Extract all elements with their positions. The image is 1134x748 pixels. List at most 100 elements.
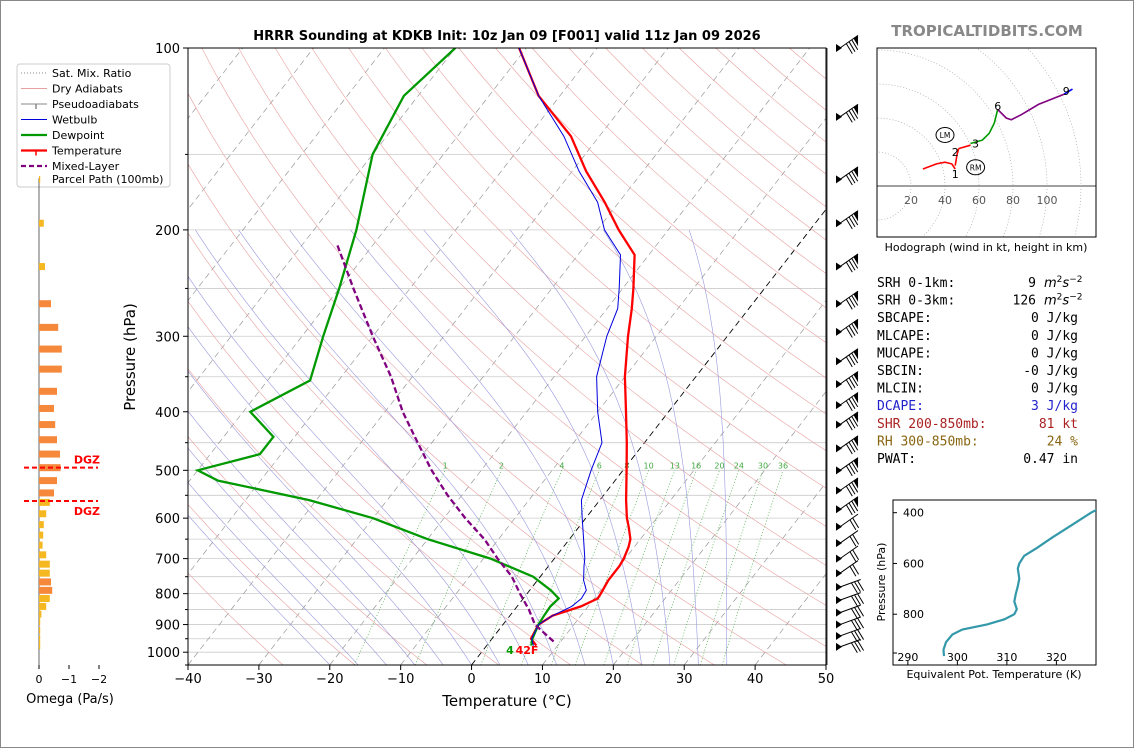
omega-bar [39, 510, 47, 518]
wind-barb-flag [853, 457, 859, 469]
wind-barb-feather [854, 607, 861, 618]
mixing-ratio-line [626, 470, 697, 665]
theta-x-tick-label: 290 [897, 651, 918, 664]
wind-barb-feather [845, 299, 853, 310]
wind-barb-arrowhead [836, 554, 842, 563]
wind-barb-staff [839, 435, 859, 449]
hodograph-segment [997, 93, 1065, 121]
hodograph-tick-label: 60 [972, 194, 986, 207]
theta-y-tick-label: 600 [903, 557, 924, 570]
stat-unit-exp: −2 [1069, 293, 1082, 303]
mixing-ratio-line [721, 470, 784, 665]
wind-barb-arrowhead [836, 299, 842, 308]
legend-entry-line: Parcel Path (100mb) [52, 173, 163, 186]
wind-barb-feather [851, 396, 859, 408]
hodograph-ring [877, 151, 912, 221]
wind-barb-feather [852, 564, 860, 575]
wind-barb-staff [839, 530, 859, 544]
stat-unit-exp: 2 [1057, 293, 1063, 303]
wind-barb-feather [850, 608, 858, 619]
wind-barb-arrowhead [836, 539, 842, 548]
y-tick-label: 900 [155, 619, 180, 634]
x-tick-label: −30 [245, 672, 272, 687]
omega-bar [39, 595, 50, 603]
x-tick-label: 10 [534, 672, 551, 687]
omega-tick-label: −1 [61, 673, 77, 686]
mixing-ratio-label: 2 [499, 461, 504, 470]
hodograph-caption: Hodograph (wind in kt, height in km) [885, 241, 1088, 254]
hodograph-tick-label: 40 [938, 194, 952, 207]
stat-value: 0.47 in [1023, 452, 1078, 467]
hodograph-ring [975, 48, 1048, 237]
legend-entry-label: Sat. Mix. Ratio [52, 67, 132, 80]
wind-barb-staff [839, 545, 859, 560]
pseudoadiabat [188, 370, 444, 665]
legend-entry-label: Pseudoadiabats [52, 98, 139, 111]
wind-barb-feather [850, 631, 858, 643]
omega-panel: 0 −1 −2 DGZ DGZ [24, 175, 107, 686]
wind-barb [836, 616, 865, 631]
isotherm-line [188, 48, 385, 302]
pseudoadiabat [350, 229, 614, 665]
dgz-label: DGZ [74, 454, 100, 467]
wind-barb [836, 457, 859, 477]
hodograph-border [876, 47, 1097, 238]
dry-adiabat [495, 48, 826, 343]
wind-barb-feather [848, 398, 856, 410]
y-tick-label: 600 [155, 512, 180, 527]
mixing-ratio-label: 16 [691, 461, 701, 470]
wind-barb-feather [851, 416, 859, 427]
stat-unit: m2s−2 [1044, 275, 1082, 291]
wind-barb-arrowhead [836, 631, 842, 640]
wind-barb [836, 166, 859, 186]
wind-barb-feather [857, 617, 865, 629]
wind-barb-feather [848, 417, 856, 429]
y-tick-label: 200 [155, 224, 180, 239]
theta-e-panel: 290 300 310 320 400 600 800 [893, 507, 1096, 665]
theta-e-y-axis-label: Pressure (hPa) [875, 543, 888, 622]
wind-barb-feather [845, 379, 853, 390]
wind-barb-feather [845, 261, 853, 273]
wind-barb-feather [848, 110, 856, 121]
wind-barb-feather [848, 41, 856, 52]
stat-label: RH 300-850mb: [877, 434, 979, 449]
wind-barb-feather [857, 640, 865, 651]
hodograph-segment [922, 161, 956, 170]
wind-barb-feather [845, 443, 853, 455]
mixing-ratio-label: 36 [778, 461, 788, 470]
wind-barb-feather [848, 377, 856, 389]
mixing-ratio-label: 6 [597, 461, 602, 470]
legend-entry-line: Sat. Mix. Ratio [52, 67, 132, 80]
stat-unit-base: m [1044, 294, 1057, 309]
theta-e-panel-border [892, 499, 1097, 666]
mixing-ratio-line [353, 470, 446, 665]
wind-barb-staff [839, 496, 859, 510]
wind-barb-staff [839, 616, 861, 626]
wind-barb [836, 513, 860, 531]
dry-adiabat [458, 48, 826, 379]
omega-bar [39, 498, 50, 506]
omega-bar [39, 323, 59, 331]
dgz-label: DGZ [74, 505, 100, 518]
omega-bar [39, 477, 57, 485]
stat-unit-exp: −2 [1069, 275, 1082, 285]
wind-barb [836, 371, 859, 390]
isotherm-line [188, 48, 527, 484]
dry-adiabat [188, 163, 715, 665]
wind-barb [836, 435, 859, 455]
skewt-series-temperature [518, 48, 636, 647]
wind-barb-arrowhead [836, 44, 842, 52]
wind-barb-arrowhead [836, 466, 842, 475]
wind-barb-flag [853, 35, 859, 47]
pseudoadiabat [509, 229, 671, 665]
x-tick-label: 30 [676, 672, 693, 687]
stat-value: 0 J/kg [1031, 329, 1078, 344]
hodograph-segment [1063, 88, 1073, 95]
legend-entry-label: Wetbulb [52, 114, 97, 127]
mixing-ratio-label: 1 [443, 461, 448, 470]
omega-bar [39, 175, 41, 183]
wind-barb-arrowhead [836, 505, 842, 514]
mixing-ratio-line [699, 470, 764, 665]
hodograph-segment [958, 144, 971, 150]
wind-barb [836, 210, 859, 230]
